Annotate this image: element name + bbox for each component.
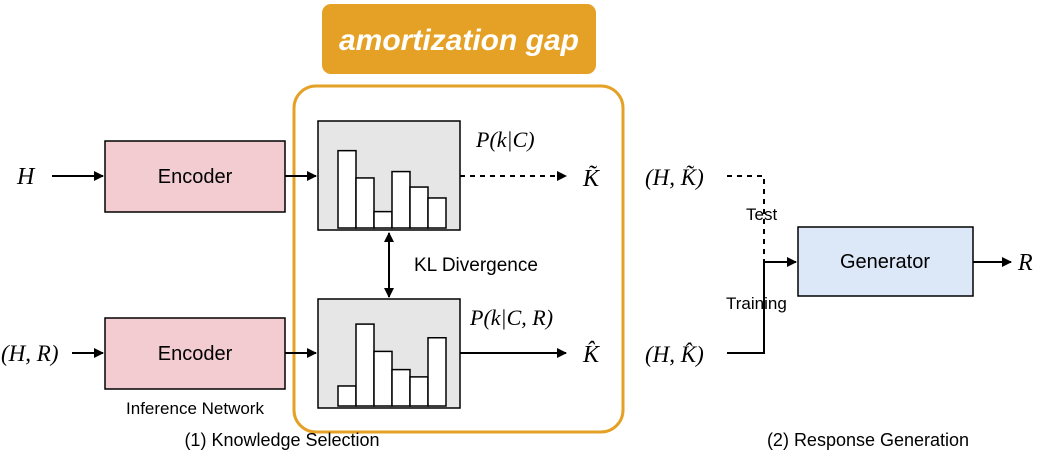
training-label: Training <box>726 294 787 313</box>
posterior-label: P(k|C, R) <box>469 305 553 330</box>
prior-bar-1 <box>337 149 357 229</box>
posterior-bar-1 <box>337 385 357 407</box>
gap-banner <box>322 4 596 74</box>
training-path <box>727 262 765 354</box>
encoder-bottom-label: Encoder <box>158 343 233 365</box>
caption-knowledge-selection: (1) Knowledge Selection <box>184 430 379 450</box>
kl-divergence-label: KL Divergence <box>414 255 538 276</box>
posterior-bar-6 <box>427 337 447 407</box>
prior-bar-5 <box>409 186 429 229</box>
prior-bar-6 <box>427 197 447 229</box>
generator-box <box>797 226 974 297</box>
encoder-bottom <box>104 317 286 390</box>
input-h: H <box>16 164 36 190</box>
input-h-r: (H, R) <box>1 341 58 366</box>
output-k-hat: K̂ <box>582 341 601 368</box>
posterior-bar-3 <box>373 350 393 407</box>
gap-banner-label: amortization gap <box>339 24 579 57</box>
train-input: (H, K̂) <box>645 341 704 367</box>
prior-bar-2 <box>355 177 375 229</box>
test-label: Test <box>746 205 777 224</box>
encoder-top-label: Encoder <box>158 166 233 188</box>
posterior-bar-2 <box>355 323 375 407</box>
encoder-top <box>104 140 286 213</box>
output-r: R <box>1017 250 1033 276</box>
output-k-tilde: K̃ <box>582 165 601 192</box>
inference-network-label: Inference Network <box>126 399 264 418</box>
caption-response-generation: (2) Response Generation <box>767 430 969 450</box>
posterior-bar-5 <box>409 376 429 407</box>
generator-label: Generator <box>840 251 930 273</box>
posterior-bar-4 <box>391 368 411 407</box>
prior-distribution-bars <box>337 149 447 229</box>
prior-label: P(k|C) <box>475 127 535 152</box>
prior-bar-4 <box>391 170 411 229</box>
test-path <box>727 175 765 262</box>
test-input: (H, K̃) <box>645 164 704 190</box>
gap-region <box>292 84 625 434</box>
prior-bar-3 <box>373 210 393 229</box>
posterior-distribution-bars <box>337 323 447 407</box>
